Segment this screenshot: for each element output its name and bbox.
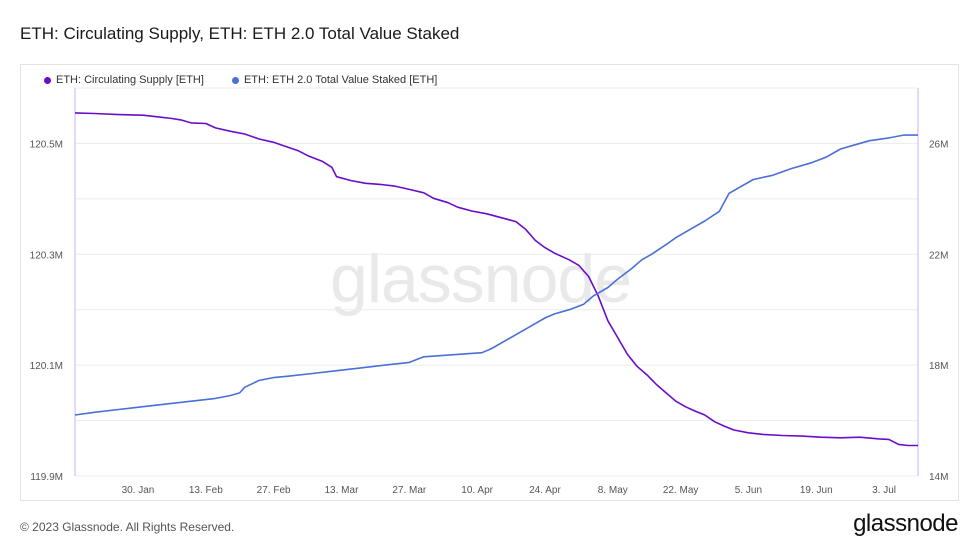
x-tick-label: 3. Jul xyxy=(872,485,896,496)
series-line-total-value-staked xyxy=(74,134,918,416)
left-tick-label: 120.1M xyxy=(30,361,63,372)
series-line-circulating-supply xyxy=(74,112,918,447)
x-tick-label: 5. Jun xyxy=(735,485,762,496)
x-tick-label: 24. Apr xyxy=(529,485,561,496)
right-tick-label: 18M xyxy=(929,361,948,372)
legend-label-supply: ETH: Circulating Supply [ETH] xyxy=(56,74,204,86)
x-tick-label: 27. Mar xyxy=(392,485,427,496)
x-tick-label: 13. Mar xyxy=(325,485,360,496)
x-tick-label: 22. May xyxy=(663,485,699,496)
chart-title: ETH: Circulating Supply, ETH: ETH 2.0 To… xyxy=(20,24,460,43)
right-tick-label: 22M xyxy=(929,250,948,261)
x-tick-label: 30. Jan xyxy=(122,485,155,496)
x-tick-label: 8. May xyxy=(598,485,628,496)
left-tick-label: 120.3M xyxy=(30,250,63,261)
left-tick-label: 119.9M xyxy=(30,472,63,483)
right-tick-label: 14M xyxy=(929,472,948,483)
brand-logo: glassnode xyxy=(853,510,958,537)
legend-label-staked: ETH: ETH 2.0 Total Value Staked [ETH] xyxy=(243,74,438,86)
x-tick-label: 13. Feb xyxy=(189,485,223,496)
legend-dot-supply xyxy=(44,76,51,84)
x-tick-label: 27. Feb xyxy=(257,485,291,496)
right-tick-label: 26M xyxy=(929,139,948,150)
legend-item-supply[interactable]: ETH: Circulating Supply [ETH] xyxy=(44,74,204,86)
left-tick-label: 120.5M xyxy=(30,139,63,150)
legend-dot-staked xyxy=(231,76,239,84)
legend-item-staked[interactable]: ETH: ETH 2.0 Total Value Staked [ETH] xyxy=(231,74,438,86)
chart-frame xyxy=(20,64,959,501)
copyright-footer: © 2023 Glassnode. All Rights Reserved. xyxy=(20,520,235,534)
x-tick-label: 10. Apr xyxy=(461,485,493,496)
x-tick-label: 19. Jun xyxy=(800,485,833,496)
legend: ETH: Circulating Supply [ETH] ETH: ETH 2… xyxy=(44,74,437,86)
